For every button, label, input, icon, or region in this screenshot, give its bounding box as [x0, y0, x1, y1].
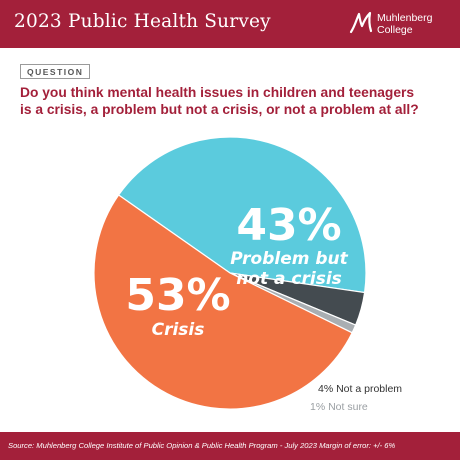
question-tag: QUESTION	[20, 64, 91, 79]
question-text: Do you think mental health issues in chi…	[20, 84, 450, 118]
question-line-2: is a crisis, a problem but not a crisis,…	[20, 102, 419, 117]
source-note: Source: Muhlenberg College Institute of …	[8, 441, 396, 450]
pct-crisis: 53%	[125, 270, 230, 321]
pct-problem-not-crisis: 43%	[236, 200, 341, 251]
footer-bar: Source: Muhlenberg College Institute of …	[0, 432, 460, 460]
college-logo: Muhlenberg College	[349, 9, 453, 39]
question-line-1: Do you think mental health issues in chi…	[20, 85, 415, 100]
label-not-a-problem: 4% Not a problem	[318, 383, 402, 395]
logo-line-1: Muhlenberg	[377, 12, 433, 24]
logo-line-2: College	[377, 24, 413, 36]
label-not-sure: 1% Not sure	[310, 401, 368, 413]
page-title: 2023 Public Health Survey	[14, 11, 271, 32]
logo-m-icon	[349, 11, 373, 34]
logo-text: Muhlenberg College	[377, 12, 432, 36]
label-problem-line-2: not a crisis	[236, 269, 342, 289]
slice-problem-not-crisis	[117, 136, 367, 294]
slice-crisis	[93, 194, 353, 410]
label-crisis: Crisis	[152, 320, 205, 340]
label-problem-line-1: Problem but	[230, 249, 348, 269]
header-bar: 2023 Public Health Survey Muhlenberg Col…	[0, 0, 460, 48]
